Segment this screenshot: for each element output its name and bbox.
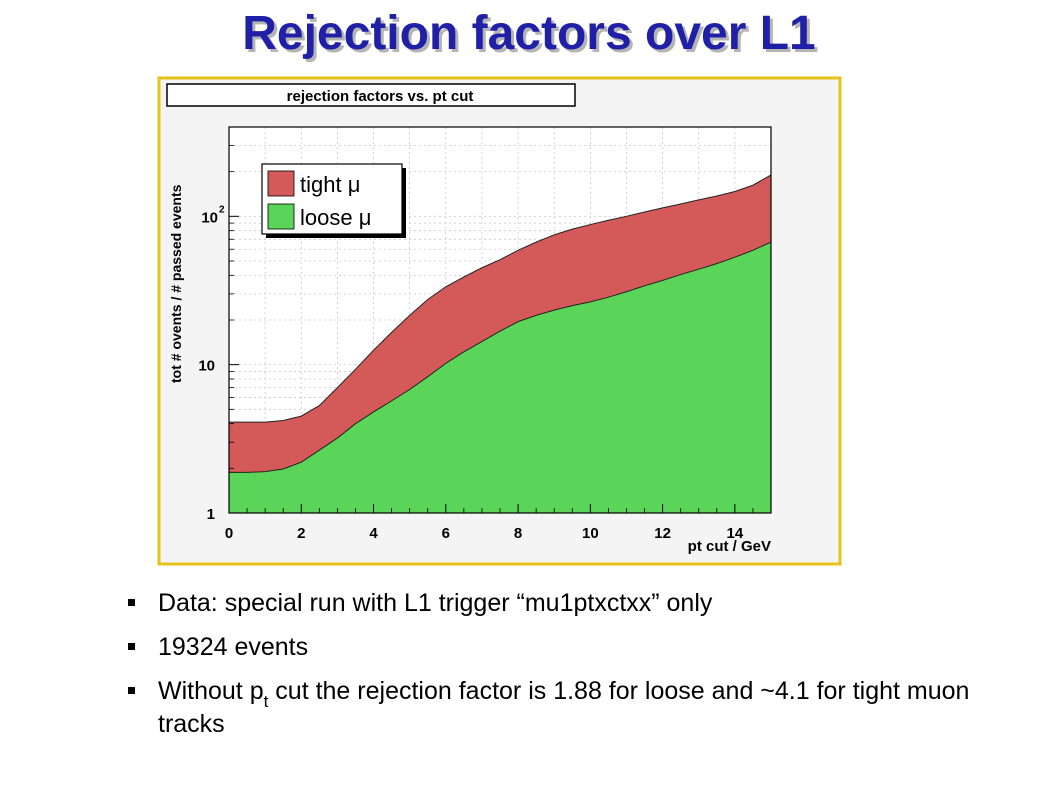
y-axis-label: tot # ovents / # passed events — [168, 184, 184, 383]
legend: tight μ loose μ — [261, 163, 406, 238]
bullet-list: Data: special run with L1 trigger “mu1pt… — [128, 588, 1008, 753]
bullet-text-subscript: t — [263, 692, 269, 711]
bullet-text-pre: Without p — [158, 677, 264, 705]
x-tick-label: 2 — [297, 525, 305, 542]
x-tick-label: 4 — [369, 525, 378, 542]
bullet-marker — [128, 643, 135, 650]
x-tick-label: 8 — [514, 525, 522, 542]
bullet-marker — [128, 687, 135, 694]
x-tick-label: 0 — [225, 525, 233, 542]
rejection-chart: rejection factors vs. pt cut 0 2 4 6 8 10 12 14… — [157, 76, 842, 566]
y-tick-exponent: 2 — [219, 204, 225, 215]
legend-label-tight: tight μ — [300, 172, 360, 197]
legend-swatch-tight — [267, 170, 295, 197]
x-tick-label: 14 — [727, 525, 744, 542]
y-tick-label: 10 — [198, 358, 215, 375]
bullet-item: Without pt cut the rejection factor is 1… — [128, 676, 1008, 739]
x-tick-label: 12 — [654, 525, 671, 542]
bullet-marker — [128, 599, 135, 606]
chart-title: rejection factors vs. pt cut — [287, 88, 474, 105]
x-axis-label: pt cut / GeV — [688, 538, 771, 555]
bullet-text: 19324 events — [158, 633, 309, 661]
bullet-text: Data: special run with L1 trigger “mu1pt… — [158, 589, 713, 617]
slide-title: Rejection factors over L1 — [242, 7, 816, 60]
legend-label-loose: loose μ — [300, 205, 371, 230]
y-tick-label: 10 — [201, 209, 218, 226]
x-tick-label: 6 — [442, 525, 450, 542]
y-tick-label: 1 — [207, 506, 215, 523]
chart-title-box — [166, 83, 576, 107]
legend-swatch-loose — [267, 203, 295, 230]
loose-muon-area — [228, 241, 772, 514]
bullet-item: Data: special run with L1 trigger “mu1pt… — [128, 588, 1008, 618]
bullet-text-post: cut the rejection factor is 1.88 for loo… — [158, 677, 970, 738]
bullet-item: 19324 events — [128, 632, 1008, 662]
x-tick-label: 10 — [582, 525, 599, 542]
